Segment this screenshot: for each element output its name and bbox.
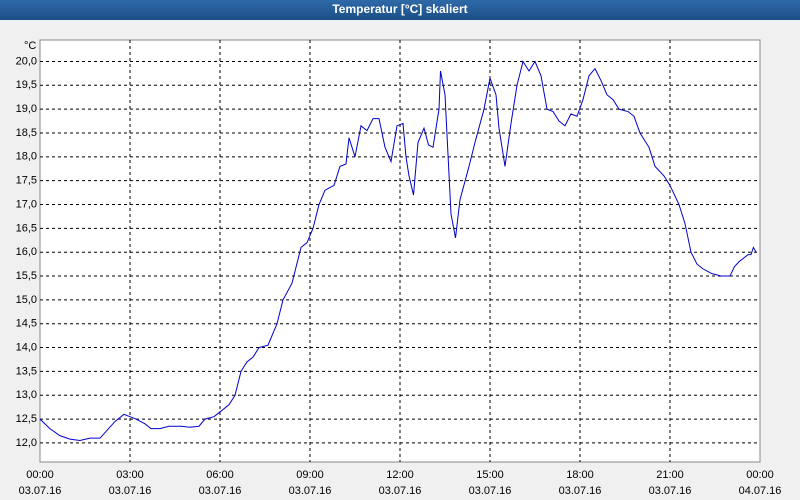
x-tick-date: 03.07.16: [19, 485, 62, 497]
y-tick-label: 19,0: [16, 103, 37, 115]
data-line: [39, 60, 757, 442]
x-tick-date: 03.07.16: [289, 485, 332, 497]
x-tick-label: 21:00: [656, 469, 684, 481]
x-tick-date: 04.07.16: [739, 485, 782, 497]
y-tick-label: 16,5: [16, 222, 37, 234]
x-tick-label: 12:00: [386, 469, 414, 481]
title-bar: [0, 0, 800, 20]
y-tick-label: 17,0: [16, 198, 37, 210]
x-tick-label: 00:00: [746, 469, 774, 481]
x-tick-label: 06:00: [206, 469, 234, 481]
x-tick-date: 03.07.16: [469, 485, 512, 497]
y-tick-label: 13,5: [16, 365, 37, 377]
y-tick-label: 16,0: [16, 246, 37, 258]
x-tick-date: 03.07.16: [649, 485, 692, 497]
y-tick-label: 18,0: [16, 151, 37, 163]
y-tick-label: 20,0: [16, 55, 37, 67]
y-tick-label: 12,0: [16, 437, 37, 449]
y-tick-label: 15,5: [16, 270, 37, 282]
x-tick-date: 03.07.16: [379, 485, 422, 497]
y-tick-label: 17,5: [16, 175, 37, 187]
x-tick-label: 15:00: [476, 469, 504, 481]
y-tick-label: 15,0: [16, 294, 37, 306]
x-tick-label: 18:00: [566, 469, 594, 481]
y-tick-label: 14,0: [16, 341, 37, 353]
x-tick-date: 03.07.16: [559, 485, 602, 497]
x-tick-label: 09:00: [296, 469, 324, 481]
y-tick-label: 19,5: [16, 79, 37, 91]
chart-title: Temperatur [°C] skaliert: [332, 2, 467, 16]
y-tick-label: 14,5: [16, 318, 37, 330]
x-tick-label: 03:00: [116, 469, 144, 481]
x-tick-date: 03.07.16: [199, 485, 242, 497]
x-tick-label: 00:00: [26, 469, 54, 481]
x-tick-date: 03.07.16: [109, 485, 152, 497]
y-unit-label: °C: [24, 40, 36, 52]
y-tick-label: 12,5: [16, 413, 37, 425]
y-tick-label: 13,0: [16, 389, 37, 401]
y-tick-label: 18,5: [16, 127, 37, 139]
